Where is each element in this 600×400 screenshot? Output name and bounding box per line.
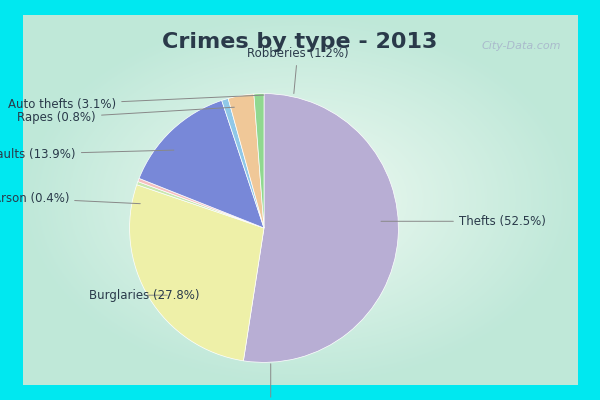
Text: Murders (0.4%): Murders (0.4%) [225,364,316,400]
Wedge shape [254,94,264,228]
Wedge shape [228,94,264,228]
Text: Assaults (13.9%): Assaults (13.9%) [0,148,174,160]
Wedge shape [139,100,264,228]
Wedge shape [138,178,264,228]
Text: Arson (0.4%): Arson (0.4%) [0,192,140,205]
Text: Crimes by type - 2013: Crimes by type - 2013 [163,32,437,52]
Wedge shape [137,182,264,228]
Text: Auto thefts (3.1%): Auto thefts (3.1%) [8,95,264,111]
Text: Burglaries (27.8%): Burglaries (27.8%) [89,289,200,302]
Text: City-Data.com: City-Data.com [481,41,560,51]
Text: Thefts (52.5%): Thefts (52.5%) [381,215,546,228]
Wedge shape [130,185,264,361]
Text: Rapes (0.8%): Rapes (0.8%) [17,107,235,124]
Wedge shape [222,98,264,228]
Wedge shape [244,94,398,362]
Text: Robberies (1.2%): Robberies (1.2%) [247,47,349,94]
